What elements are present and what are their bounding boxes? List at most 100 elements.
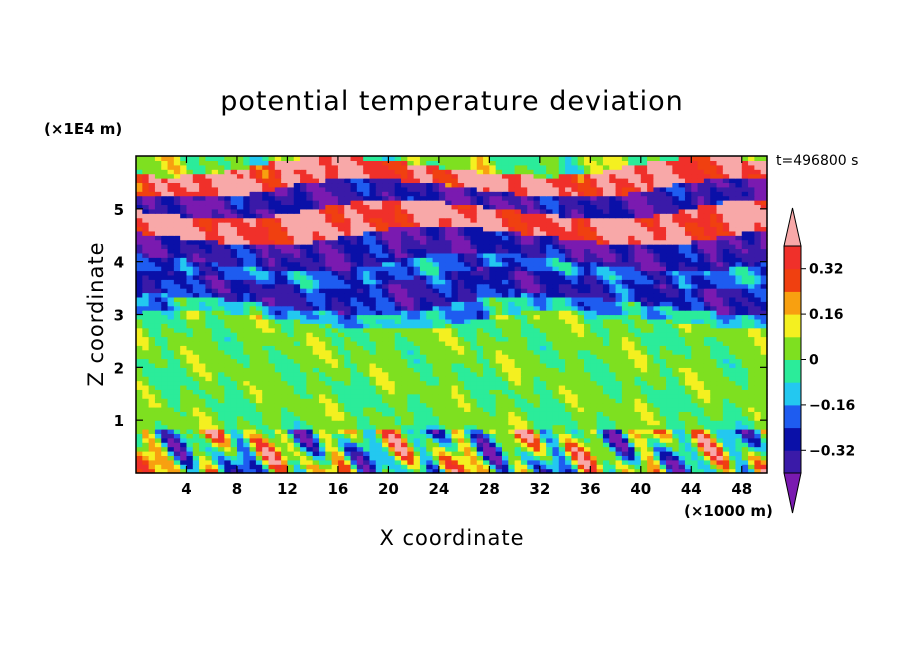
field-cell <box>483 270 490 276</box>
field-cell <box>615 327 623 333</box>
field-cell <box>262 446 270 452</box>
field-cell <box>180 380 188 386</box>
field-cell <box>274 288 282 294</box>
field-cell <box>173 358 181 364</box>
field-cell <box>514 305 522 311</box>
field-cell <box>666 314 673 320</box>
field-cell <box>760 296 768 302</box>
field-cell <box>445 415 453 421</box>
field-cell <box>382 270 389 276</box>
field-cell <box>697 354 705 360</box>
field-cell <box>533 266 541 272</box>
field-cell <box>300 323 307 329</box>
field-cell <box>527 424 535 430</box>
field-cell <box>293 252 301 258</box>
field-cell <box>363 446 371 452</box>
field-cell <box>161 318 169 324</box>
field-cell <box>356 318 364 324</box>
field-cell <box>754 349 762 355</box>
field-cell <box>596 261 604 267</box>
field-cell <box>735 464 743 470</box>
field-cell <box>565 261 572 267</box>
field-cell <box>230 406 238 412</box>
field-cell <box>716 349 724 355</box>
field-cell <box>438 349 446 355</box>
field-cell <box>293 389 301 395</box>
field-cell <box>546 420 554 426</box>
field-cell <box>306 283 314 289</box>
field-cell <box>584 266 591 272</box>
field-cell <box>344 398 352 404</box>
field-cell <box>413 450 421 456</box>
field-cell <box>748 296 755 302</box>
field-cell <box>236 310 244 316</box>
field-cell <box>199 389 207 395</box>
field-cell <box>236 380 244 386</box>
field-cell <box>748 464 755 470</box>
field-cell <box>539 327 547 333</box>
field-cell <box>445 257 453 263</box>
field-cell <box>590 450 598 456</box>
field-cell <box>520 415 528 421</box>
field-cell <box>495 358 503 364</box>
field-cell <box>634 345 642 351</box>
field-cell <box>464 464 472 470</box>
field-cell <box>419 402 427 408</box>
field-cell <box>211 296 219 302</box>
field-cell <box>476 468 484 474</box>
field-cell <box>161 442 169 448</box>
field-cell <box>602 393 610 399</box>
field-cell <box>287 406 295 412</box>
field-cell <box>136 393 143 399</box>
field-cell <box>344 411 352 417</box>
field-cell <box>154 433 162 439</box>
field-cell <box>300 433 307 439</box>
field-cell <box>457 279 465 285</box>
field-cell <box>577 442 585 448</box>
field-cell <box>647 340 655 346</box>
field-cell <box>394 459 402 465</box>
field-cell <box>426 345 434 351</box>
field-cell <box>527 340 535 346</box>
field-cell <box>508 310 516 316</box>
field-cell <box>199 279 207 285</box>
field-cell <box>306 468 314 474</box>
field-cell <box>508 433 516 439</box>
field-cell <box>445 301 453 307</box>
field-cell <box>331 345 339 351</box>
field-cell <box>142 367 150 373</box>
field-cell <box>192 296 200 302</box>
field-cell <box>697 310 705 316</box>
field-cell <box>382 437 389 443</box>
field-cell <box>344 402 352 408</box>
field-cell <box>192 437 200 443</box>
field-cell <box>508 340 516 346</box>
field-cell <box>268 279 276 285</box>
field-cell <box>464 270 472 276</box>
field-cell <box>344 371 352 377</box>
field-cell <box>363 437 371 443</box>
field-cell <box>426 380 434 386</box>
field-cell <box>565 358 572 364</box>
field-cell <box>255 450 263 456</box>
field-cell <box>401 371 408 377</box>
field-cell <box>136 428 143 434</box>
field-cell <box>426 301 434 307</box>
field-cell <box>609 464 617 470</box>
field-cell <box>199 450 207 456</box>
field-cell <box>741 358 749 364</box>
field-cell <box>571 442 579 448</box>
field-cell <box>558 411 566 417</box>
field-cell <box>300 358 307 364</box>
field-cell <box>470 336 478 342</box>
field-cell <box>432 380 440 386</box>
field-cell <box>432 468 440 474</box>
field-cell <box>546 261 554 267</box>
field-cell <box>401 450 408 456</box>
field-cell <box>470 305 478 311</box>
field-cell <box>653 437 661 443</box>
field-cell <box>508 464 516 470</box>
field-cell <box>445 464 453 470</box>
field-cell <box>514 257 522 263</box>
field-cell <box>344 358 352 364</box>
